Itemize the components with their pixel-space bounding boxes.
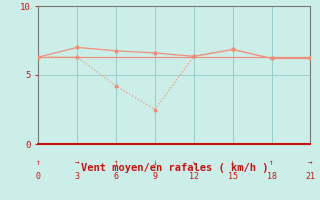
Text: 21: 21 <box>305 172 316 181</box>
Text: 6: 6 <box>114 172 119 181</box>
X-axis label: Vent moyen/en rafales ( km/h ): Vent moyen/en rafales ( km/h ) <box>81 163 268 173</box>
Text: ↓: ↓ <box>230 158 235 167</box>
Text: →: → <box>75 158 80 167</box>
Text: 9: 9 <box>152 172 157 181</box>
Text: ↓: ↓ <box>153 158 157 167</box>
Text: ↘: ↘ <box>191 158 196 167</box>
Text: 12: 12 <box>189 172 199 181</box>
Text: 15: 15 <box>228 172 238 181</box>
Text: 0: 0 <box>36 172 41 181</box>
Text: ↑: ↑ <box>114 158 118 167</box>
Text: →: → <box>308 158 313 167</box>
Text: ↑: ↑ <box>36 158 41 167</box>
Text: ↑: ↑ <box>269 158 274 167</box>
Text: 3: 3 <box>75 172 80 181</box>
Text: 18: 18 <box>267 172 276 181</box>
